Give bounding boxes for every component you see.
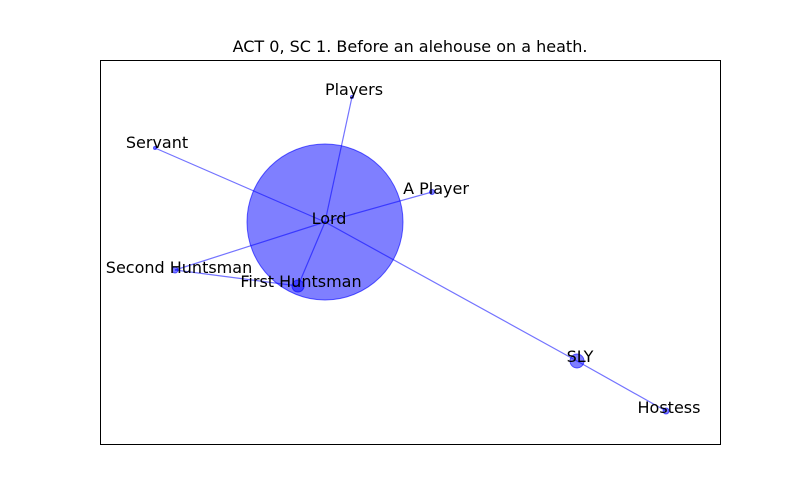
node-players (350, 95, 354, 99)
node-lord (246, 143, 404, 301)
node-first-huntsman (291, 279, 305, 293)
node-label-servant: Servant (126, 133, 188, 152)
node-a-player (429, 189, 435, 195)
node-label-hostess: Hostess (638, 398, 701, 417)
plot-frame (100, 60, 721, 445)
node-label-lord: Lord (312, 209, 347, 228)
node-label-a-player: A Player (403, 179, 469, 198)
label-layer: Lord Players A Player Servant Second Huntsma… (106, 80, 701, 417)
node-layer (153, 95, 670, 415)
node-second-huntsman (171, 266, 179, 274)
node-servant (153, 146, 157, 150)
node-sly (569, 353, 585, 369)
diagram-title: ACT 0, SC 1. Before an alehouse on a hea… (233, 37, 588, 56)
node-label-second-huntsman: Second Huntsman (106, 258, 252, 277)
node-hostess (662, 407, 670, 415)
edge-sly-hostess (576, 360, 667, 412)
node-label-first-huntsman: First Huntsman (240, 272, 361, 291)
node-label-sly: SLY (567, 347, 594, 366)
node-label-players: Players (325, 80, 383, 99)
